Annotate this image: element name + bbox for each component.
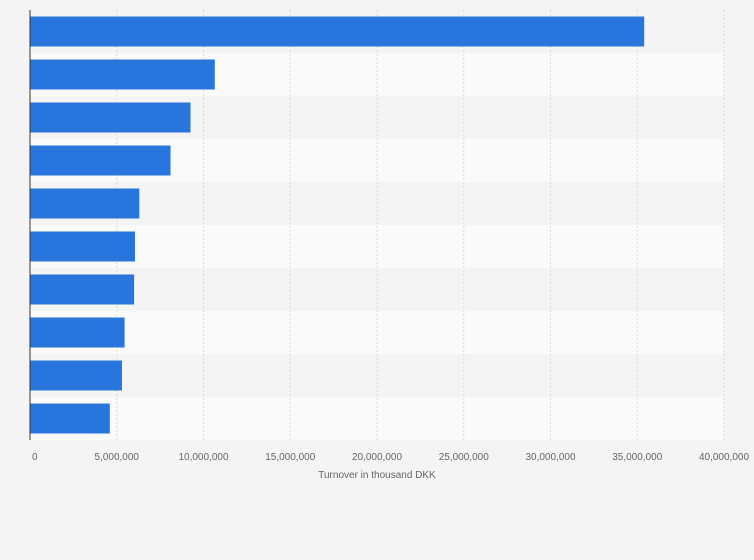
bar — [30, 16, 645, 47]
bar — [30, 274, 135, 305]
x-tick-label: 0 — [32, 452, 38, 463]
x-axis-title: Turnover in thousand DKK — [318, 470, 436, 481]
bar — [30, 59, 215, 90]
x-tick-label: 35,000,000 — [612, 452, 662, 463]
x-tick-label: 20,000,000 — [352, 452, 402, 463]
x-tick-label: 25,000,000 — [439, 452, 489, 463]
bars — [30, 16, 645, 434]
bar — [30, 188, 140, 219]
bar — [30, 317, 125, 348]
x-tick-label: 10,000,000 — [178, 452, 228, 463]
x-tick-labels: 0 5,000,000 10,000,000 15,000,000 20,000,000… — [32, 452, 749, 463]
x-tick-label: 15,000,000 — [265, 452, 315, 463]
x-tick-label: 5,000,000 — [95, 452, 140, 463]
bar — [30, 403, 110, 434]
x-tick-label: 40,000,000 — [699, 452, 749, 463]
bar — [30, 145, 171, 176]
bar — [30, 360, 122, 391]
x-tick-label: 30,000,000 — [525, 452, 575, 463]
bar — [30, 231, 135, 262]
bar — [30, 102, 191, 133]
